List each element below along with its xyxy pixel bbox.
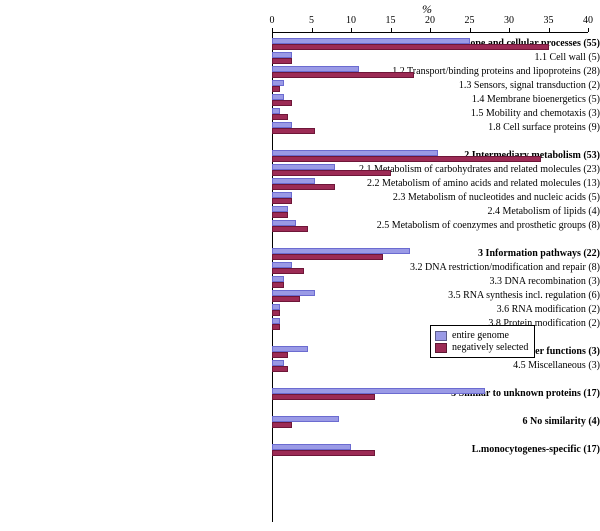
legend-label-negative: negatively selected [452, 342, 528, 353]
bar-negative [272, 86, 280, 92]
legend-swatch-entire [435, 331, 447, 341]
category-label: 1.8 Cell surface proteins (9) [334, 123, 600, 133]
bar-negative [272, 310, 280, 316]
category-label: 6 No similarity (4) [334, 417, 600, 427]
x-tick-label: 15 [386, 15, 396, 26]
legend-item-negative: negatively selected [435, 342, 528, 353]
legend-item-entire: entire genome [435, 330, 528, 341]
category-label: 2.5 Metabolism of coenzymes and prosthet… [334, 221, 600, 231]
x-tick [391, 28, 392, 32]
category-label: 3.3 DNA recombination (3) [334, 277, 600, 287]
x-tick [351, 28, 352, 32]
legend-swatch-negative [435, 343, 447, 353]
bar-negative [272, 212, 288, 218]
bar-negative [272, 352, 288, 358]
x-tick-label: 0 [270, 15, 275, 26]
x-tick-label: 30 [504, 15, 514, 26]
category-label: 1.5 Mobility and chemotaxis (3) [334, 109, 600, 119]
bar-negative [272, 100, 292, 106]
category-label: 2.2 Metabolism of amino acids and relate… [334, 179, 600, 189]
x-tick [312, 28, 313, 32]
bar-negative [272, 268, 304, 274]
x-tick-label: 35 [544, 15, 554, 26]
bar-negative [272, 198, 292, 204]
bar-negative [272, 422, 292, 428]
x-tick-label: 25 [465, 15, 475, 26]
bar-negative [272, 282, 284, 288]
bar-negative [272, 254, 383, 260]
x-tick [509, 28, 510, 32]
x-tick [549, 28, 550, 32]
x-tick-label: 5 [309, 15, 314, 26]
bar-negative [272, 114, 288, 120]
x-tick-label: 20 [425, 15, 435, 26]
bar-negative [272, 324, 280, 330]
x-tick [470, 28, 471, 32]
x-tick-label: 40 [583, 15, 593, 26]
x-axis-line [272, 32, 588, 33]
category-label: 2.3 Metabolism of nucleotides and nuclei… [334, 193, 600, 203]
bar-negative [272, 128, 315, 134]
category-label: 3.2 DNA restriction/modification and rep… [334, 263, 600, 273]
bar-negative [272, 366, 288, 372]
bar-negative [272, 170, 391, 176]
bar-negative [272, 226, 308, 232]
category-label: 3.6 RNA modification (2) [334, 305, 600, 315]
category-label: 1.4 Membrane bioenergetics (5) [334, 95, 600, 105]
bar-negative [272, 58, 292, 64]
category-label: 4.5 Miscellaneous (3) [334, 361, 600, 371]
bar-negative [272, 450, 375, 456]
functional-category-bar-chart: % 0510152025303540 1 Cell envelope and c… [0, 0, 600, 531]
bar-negative [272, 184, 335, 190]
legend: entire genome negatively selected [430, 325, 535, 358]
x-tick [430, 28, 431, 32]
bar-negative [272, 44, 549, 50]
bar-negative [272, 296, 300, 302]
x-tick [588, 28, 589, 32]
x-tick-label: 10 [346, 15, 356, 26]
category-label: 1.1 Cell wall (5) [334, 53, 600, 63]
bar-negative [272, 72, 414, 78]
category-label: 1.3 Sensors, signal transduction (2) [334, 81, 600, 91]
bar-negative [272, 394, 375, 400]
x-tick [272, 28, 273, 32]
category-label: 2.4 Metabolism of lipids (4) [334, 207, 600, 217]
category-label: 3.5 RNA synthesis incl. regulation (6) [334, 291, 600, 301]
legend-label-entire: entire genome [452, 330, 509, 341]
bar-negative [272, 156, 541, 162]
